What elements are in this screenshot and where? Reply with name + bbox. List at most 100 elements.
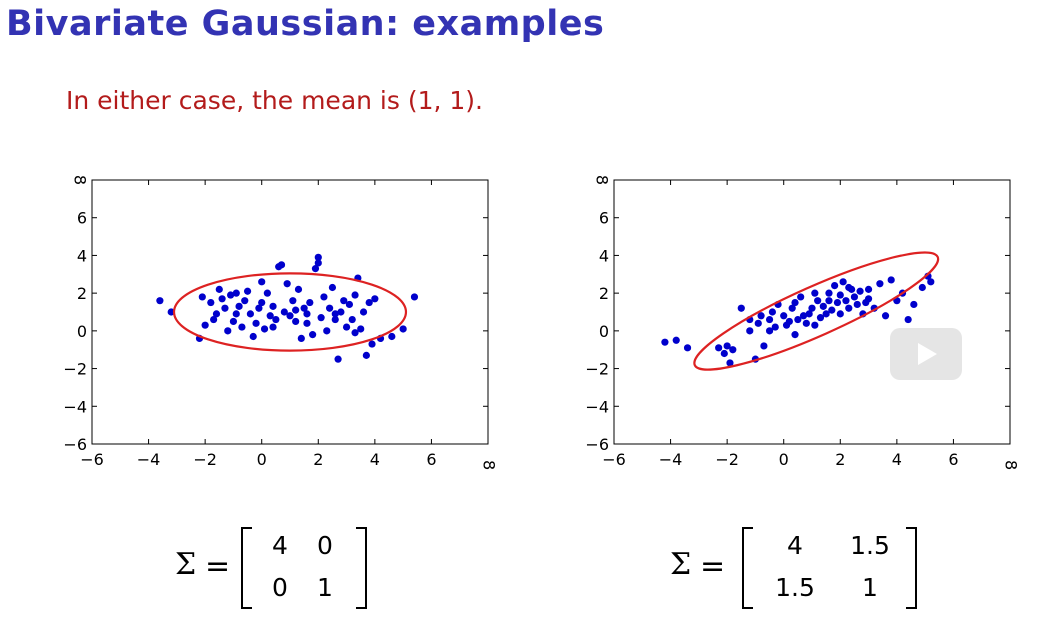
x-tick-label: 8: [1002, 460, 1021, 470]
data-point: [661, 338, 669, 346]
x-tick-label: 2: [313, 450, 323, 469]
x-tick-label: 4: [370, 450, 380, 469]
data-point: [760, 342, 768, 350]
data-point: [334, 355, 342, 363]
data-point: [768, 308, 776, 316]
data-point: [345, 300, 353, 309]
y-tick-label: 4: [599, 246, 609, 265]
x-tick-label: −4: [137, 450, 161, 469]
data-point: [864, 295, 873, 303]
data-point: [283, 280, 291, 288]
y-tick-label: 4: [77, 246, 87, 265]
x-tick-label: −2: [715, 450, 739, 469]
data-point: [156, 297, 164, 305]
slide-title: Bivariate Gaussian: examples: [6, 4, 605, 44]
data-point: [811, 321, 819, 329]
data-point: [365, 298, 373, 307]
data-point: [723, 342, 731, 350]
data-point: [215, 285, 223, 293]
data-point: [326, 304, 334, 312]
data-point: [328, 283, 337, 292]
data-point: [816, 314, 825, 322]
y-tick-label: 8: [593, 175, 612, 185]
data-point: [388, 332, 396, 341]
data-point: [351, 329, 359, 337]
sigma-symbol: Σ: [670, 547, 692, 582]
data-point: [286, 312, 294, 320]
data-point: [918, 283, 926, 292]
data-point: [720, 349, 728, 358]
y-tick-label: 2: [77, 284, 87, 303]
y-tick-label: 6: [599, 209, 609, 228]
x-tick-label: 6: [948, 450, 958, 469]
data-point: [342, 323, 351, 331]
data-point: [212, 310, 221, 318]
data-point: [258, 278, 266, 286]
y-tick-label: 8: [71, 175, 90, 185]
data-point: [207, 298, 215, 307]
data-point: [232, 289, 240, 297]
data-point: [280, 308, 288, 316]
data-point: [814, 297, 822, 305]
data-point: [757, 312, 765, 320]
data-point: [746, 327, 754, 335]
data-point: [258, 298, 266, 307]
matrix-cell: 4: [272, 531, 288, 560]
y-tick-label: −4: [585, 397, 609, 416]
play-button[interactable]: [890, 328, 962, 380]
data-point: [853, 300, 861, 309]
data-point: [292, 317, 300, 326]
data-point: [289, 297, 297, 305]
data-point: [864, 285, 873, 293]
data-point: [797, 293, 805, 301]
data-point: [791, 298, 799, 307]
equals-sign: =: [205, 549, 231, 584]
y-tick-label: 2: [599, 284, 609, 303]
data-point: [224, 327, 232, 335]
data-point: [272, 315, 280, 324]
data-point: [306, 298, 314, 307]
data-point: [765, 327, 774, 335]
data-point: [765, 315, 774, 324]
data-point: [255, 304, 263, 312]
data-point: [371, 295, 379, 303]
data-point: [294, 285, 303, 293]
plot-frame: [91, 179, 489, 445]
data-point: [672, 336, 680, 344]
data-point: [292, 306, 300, 314]
data-point: [337, 308, 345, 316]
y-tick-label: −4: [63, 397, 87, 416]
data-point: [221, 304, 229, 312]
data-point: [794, 315, 802, 324]
data-point: [243, 287, 252, 295]
data-point: [357, 325, 365, 333]
data-point: [269, 302, 277, 310]
data-point: [227, 291, 235, 299]
left-bracket: [742, 527, 753, 609]
data-point: [833, 298, 842, 307]
y-tick-label: −6: [585, 435, 609, 454]
data-point: [309, 331, 317, 339]
data-point: [218, 295, 226, 303]
data-point: [802, 319, 810, 327]
data-point: [340, 297, 348, 305]
matrix-cell: 1.5: [850, 531, 890, 560]
data-point: [683, 344, 692, 352]
data-point: [805, 310, 813, 318]
data-point: [927, 278, 935, 286]
scatter-plot-diagonal-covariance: −6 −4 −2 0 2 4 6 8 8 6 4 2 0 −2 −4 −6: [63, 175, 498, 470]
play-icon: [918, 343, 937, 365]
data-point: [788, 304, 796, 312]
data-point: [260, 325, 269, 333]
data-point: [331, 310, 339, 318]
data-point: [831, 282, 839, 290]
data-point: [410, 293, 419, 301]
x-tick-label: 6: [426, 450, 436, 469]
data-point: [368, 340, 376, 348]
data-point: [828, 306, 836, 314]
right-bracket: [356, 527, 367, 609]
data-point: [887, 276, 895, 284]
x-tick-label: 0: [779, 450, 789, 469]
data-point: [754, 319, 762, 327]
data-point: [303, 319, 311, 327]
